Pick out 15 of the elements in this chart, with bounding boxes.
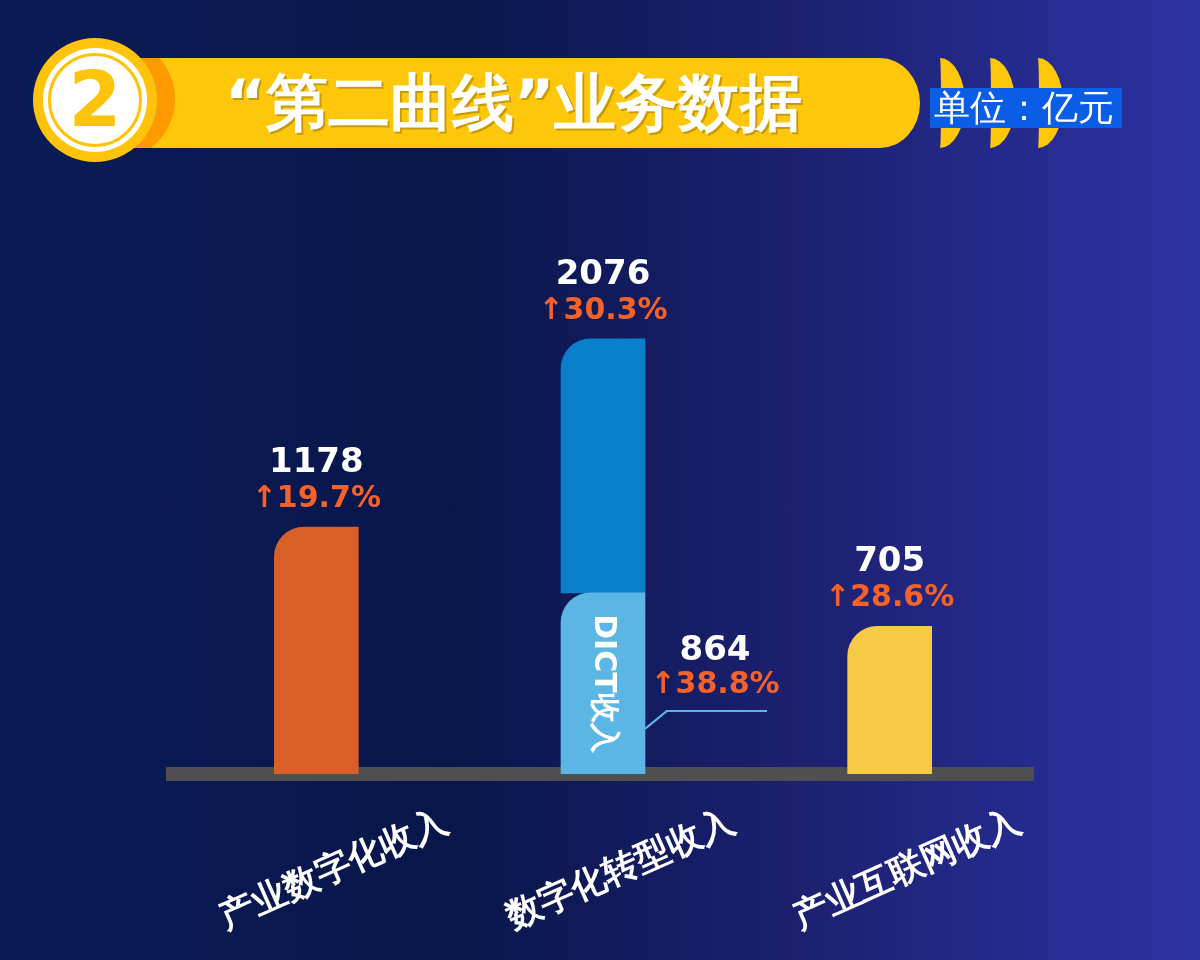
series-label: DICT收入: [588, 614, 624, 754]
bar: [560, 338, 646, 594]
chart-title: “第二曲线”业务数据: [225, 65, 803, 141]
total-label: 705: [854, 539, 926, 580]
total-label: 1178: [269, 439, 364, 480]
annotation: ↑19.7%: [251, 478, 381, 514]
annotation: ↑28.6%: [825, 578, 955, 614]
x-tick-label: 数字化转型收入: [498, 799, 741, 937]
annotation: ↑30.3%: [538, 290, 668, 326]
x-tick-label: 产业互联网收入: [785, 799, 1028, 937]
total-label: 2076: [555, 251, 651, 292]
bar: [274, 526, 359, 774]
chart-subtitle: 单位：亿元: [930, 87, 1122, 128]
bar: [847, 625, 932, 774]
x-tick-label: 产业数字化收入: [212, 799, 455, 937]
